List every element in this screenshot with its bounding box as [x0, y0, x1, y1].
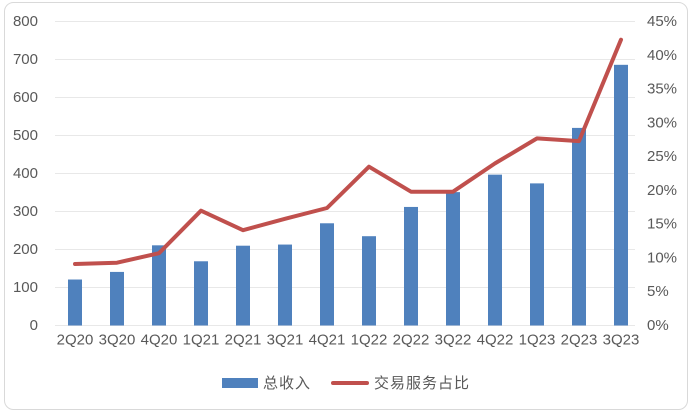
x-axis-category-label: 2Q20 [57, 332, 94, 349]
right-axis-tick-label: 15% [647, 216, 677, 233]
revenue-bar [488, 174, 502, 326]
x-axis-category-label: 3Q23 [603, 332, 640, 349]
revenue-bar [404, 206, 418, 326]
revenue-bar [446, 192, 460, 326]
x-axis-category-label: 1Q21 [183, 332, 220, 349]
right-axis-tick-label: 30% [647, 114, 677, 131]
revenue-bar [572, 127, 586, 326]
x-axis-category-label: 4Q22 [477, 332, 514, 349]
x-axis-category-label: 3Q22 [435, 332, 472, 349]
x-axis-category-label: 3Q20 [99, 332, 136, 349]
left-axis-tick-label: 600 [13, 89, 38, 106]
x-axis-category-label: 3Q21 [267, 332, 304, 349]
revenue-bar [194, 261, 208, 326]
x-axis-category-label: 2Q22 [393, 332, 430, 349]
chart-frame [4, 2, 688, 410]
revenue-bar [320, 223, 334, 326]
revenue-bar [278, 244, 292, 326]
right-axis-tick-label: 35% [647, 81, 677, 98]
left-axis-tick-label: 400 [13, 165, 38, 182]
x-axis-category-label: 4Q21 [309, 332, 346, 349]
right-axis-tick-label: 25% [647, 148, 677, 165]
revenue-bar [68, 279, 82, 326]
x-axis-category-label: 2Q23 [561, 332, 598, 349]
x-axis-category-label: 1Q23 [519, 332, 556, 349]
right-axis-tick-label: 5% [647, 283, 669, 300]
right-axis-tick-label: 40% [647, 47, 677, 64]
left-axis-tick-label: 800 [13, 13, 38, 30]
revenue-bar [530, 183, 544, 326]
revenue-bar [110, 271, 124, 326]
left-axis-tick-label: 200 [13, 241, 38, 258]
x-axis-category-label: 1Q22 [351, 332, 388, 349]
left-axis-tick-label: 100 [13, 279, 38, 296]
x-axis-category-label: 2Q21 [225, 332, 262, 349]
right-axis-tick-label: 45% [647, 13, 677, 30]
revenue-bar [236, 245, 250, 326]
left-axis-tick-label: 300 [13, 203, 38, 220]
x-axis-category-label: 4Q20 [141, 332, 178, 349]
left-axis-tick-label: 500 [13, 127, 38, 144]
right-axis-tick-label: 10% [647, 249, 677, 266]
left-axis-tick-label: 0 [30, 317, 38, 334]
revenue-bar [152, 245, 166, 326]
ratio-line [73, 37, 623, 266]
right-axis-tick-label: 20% [647, 182, 677, 199]
revenue-bar [362, 236, 376, 326]
right-axis-tick-label: 0% [647, 317, 669, 334]
left-axis-tick-label: 700 [13, 51, 38, 68]
revenue-bar [614, 64, 628, 326]
